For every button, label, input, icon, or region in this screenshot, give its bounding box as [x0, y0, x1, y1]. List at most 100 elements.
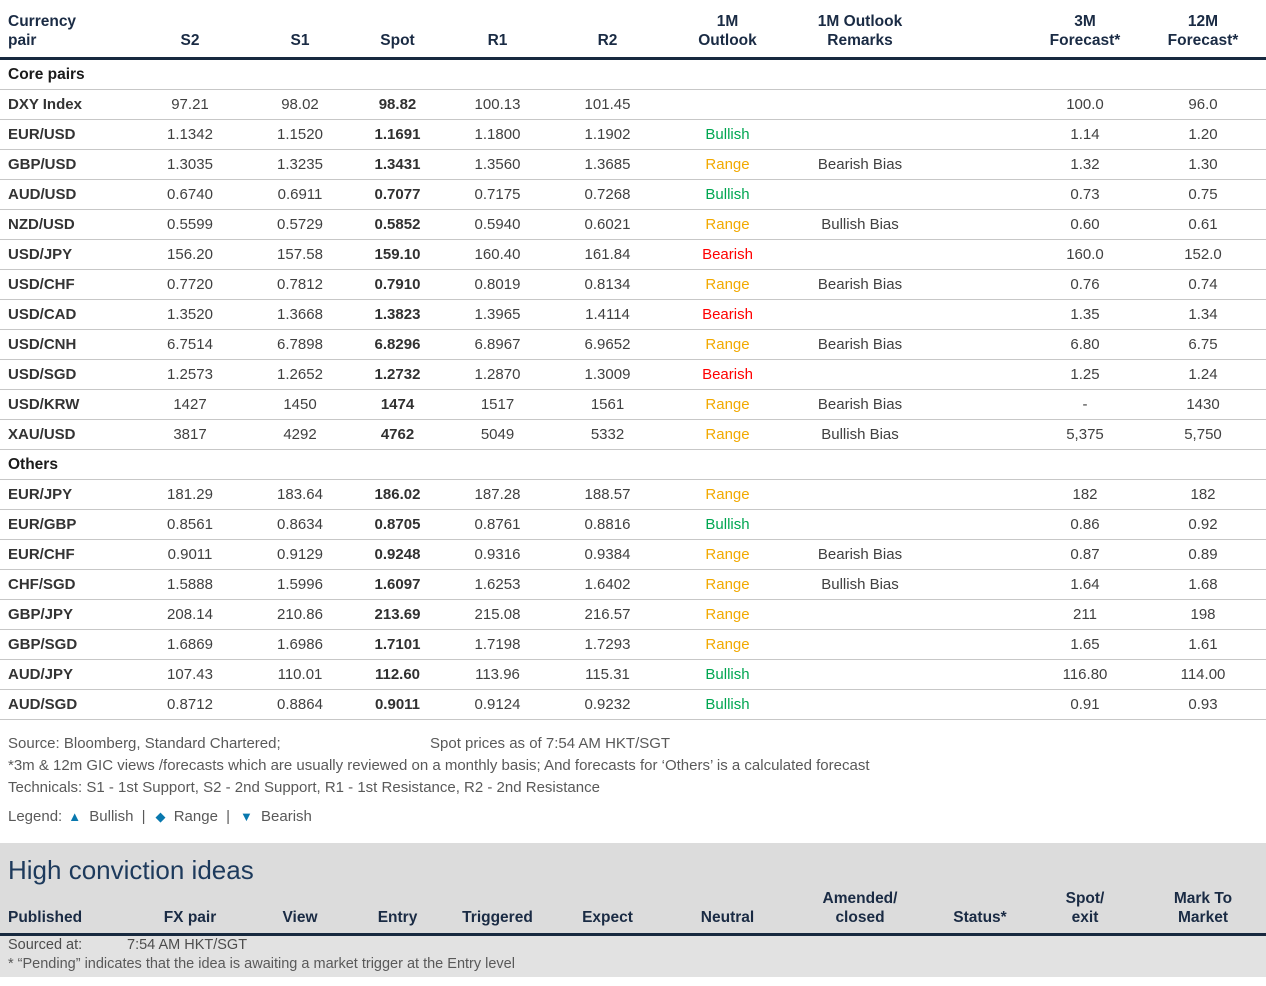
spot-cell: 186.02: [350, 479, 445, 510]
forecast-12m-cell: 0.92: [1140, 509, 1266, 540]
forecast-3m-cell: 1.35: [1030, 299, 1140, 330]
legend-separator: |: [137, 808, 146, 825]
fx-table-body: Core pairs DXY Index 97.21 98.02 98.82 100.13…: [0, 58, 1266, 720]
col-header-triggered: Triggered: [445, 887, 550, 936]
bearish-triangle-down-icon: ▼: [240, 809, 253, 824]
remarks-cell: Bullish Bias: [790, 419, 930, 450]
pair-cell: USD/SGD: [0, 359, 130, 390]
col-header-expect: Expect: [550, 887, 665, 936]
outlook-cell: Bullish: [665, 179, 790, 210]
col-header-published: Published: [0, 887, 130, 936]
forecast-3m-cell: 211: [1030, 599, 1140, 630]
outlook-cell: Bearish: [665, 299, 790, 330]
section-title: Others: [0, 449, 1266, 480]
spot-cell: 1.6097: [350, 569, 445, 600]
forecast-12m-cell: 1.30: [1140, 149, 1266, 180]
r1-cell: 160.40: [445, 239, 550, 270]
forecast-12m-cell: 0.61: [1140, 209, 1266, 240]
spacer-cell: [930, 389, 1030, 420]
r1-cell: 1.3560: [445, 149, 550, 180]
spot-cell: 1.7101: [350, 629, 445, 660]
s2-cell: 1427: [130, 389, 250, 420]
spot-cell: 0.7077: [350, 179, 445, 210]
r1-cell: 1.7198: [445, 629, 550, 660]
forecast-3m-cell: 0.86: [1030, 509, 1140, 540]
r1-cell: 1.1800: [445, 119, 550, 150]
col-header-mark-to-market: Mark To Market: [1140, 887, 1266, 936]
forecast-3m-cell: 1.65: [1030, 629, 1140, 660]
outlook-cell: Bullish: [665, 689, 790, 720]
outlook-cell: [665, 89, 790, 120]
forecast-3m-cell: 116.80: [1030, 659, 1140, 690]
remarks-cell: [790, 89, 930, 120]
pair-cell: USD/CNH: [0, 329, 130, 360]
col-header-spot-exit: Spot/exit: [1030, 887, 1140, 936]
spacer-cell: [930, 89, 1030, 120]
s1-cell: 4292: [250, 419, 350, 450]
legend-separator: |: [221, 808, 230, 825]
pair-cell: USD/KRW: [0, 389, 130, 420]
col-header-neutral: Neutral: [665, 887, 790, 936]
r2-cell: 5332: [550, 419, 665, 450]
spacer-cell: [930, 299, 1030, 330]
s1-cell: 210.86: [250, 599, 350, 630]
s1-cell: 110.01: [250, 659, 350, 690]
spot-cell: 0.7910: [350, 269, 445, 300]
footnotes: Source: Bloomberg, Standard Chartered; S…: [0, 720, 1266, 843]
outlook-cell: Range: [665, 629, 790, 660]
pair-cell: USD/CHF: [0, 269, 130, 300]
forecast-12m-cell: 0.75: [1140, 179, 1266, 210]
spacer-cell: [930, 539, 1030, 570]
s1-cell: 0.8864: [250, 689, 350, 720]
spot-cell: 4762: [350, 419, 445, 450]
r2-cell: 0.9232: [550, 689, 665, 720]
fx-table-row: EUR/USD 1.1342 1.1520 1.1691 1.1800 1.1902 Bul…: [0, 119, 1266, 150]
spacer-cell: [930, 269, 1030, 300]
s1-cell: 0.8634: [250, 509, 350, 540]
spacer-cell: [930, 239, 1030, 270]
spacer-cell: [930, 329, 1030, 360]
forecast-12m-cell: 1.24: [1140, 359, 1266, 390]
hci-header-row: Published FX pair View Entry Triggered Expect…: [0, 887, 1266, 936]
outlook-cell: Range: [665, 389, 790, 420]
forecast-note: *3m & 12m GIC views /forecasts which are…: [8, 757, 870, 774]
s2-cell: 181.29: [130, 479, 250, 510]
fx-table-row: USD/CNH 6.7514 6.7898 6.8296 6.8967 6.9652 Ran…: [0, 329, 1266, 360]
s1-cell: 6.7898: [250, 329, 350, 360]
fx-table-row: CHF/SGD 1.5888 1.5996 1.6097 1.6253 1.6402 Ran…: [0, 569, 1266, 600]
pending-note: * “Pending” indicates that the idea is a…: [8, 956, 515, 972]
technicals-note: Technicals: S1 - 1st Support, S2 - 2nd S…: [8, 779, 600, 796]
forecast-3m-cell: 1.32: [1030, 149, 1140, 180]
section-header-row: Others: [0, 449, 1266, 480]
pair-cell: EUR/CHF: [0, 539, 130, 570]
forecast-12m-cell: 6.75: [1140, 329, 1266, 360]
r2-cell: 1.1902: [550, 119, 665, 150]
high-conviction-title: High conviction ideas: [8, 855, 254, 885]
r1-cell: 113.96: [445, 659, 550, 690]
r2-cell: 1.3009: [550, 359, 665, 390]
outlook-cell: Range: [665, 329, 790, 360]
remarks-cell: Bearish Bias: [790, 149, 930, 180]
sourced-at-label: Sourced at:: [8, 937, 83, 953]
high-conviction-section: High conviction ideas Published FX pair Vi…: [0, 843, 1266, 977]
forecast-3m-cell: 0.76: [1030, 269, 1140, 300]
s1-cell: 183.64: [250, 479, 350, 510]
spot-cell: 1.3431: [350, 149, 445, 180]
r2-cell: 0.7268: [550, 179, 665, 210]
col-header-s1: S1: [250, 0, 350, 60]
r2-cell: 188.57: [550, 479, 665, 510]
legend-items: ▲ Bullish | ◆ Range | ▼ Bearish: [62, 808, 312, 825]
r1-cell: 1.3965: [445, 299, 550, 330]
remarks-cell: [790, 179, 930, 210]
fx-table-row: USD/CAD 1.3520 1.3668 1.3823 1.3965 1.4114 Bea…: [0, 299, 1266, 330]
pair-cell: AUD/SGD: [0, 689, 130, 720]
remarks-cell: Bearish Bias: [790, 269, 930, 300]
spot-cell: 98.82: [350, 89, 445, 120]
s1-cell: 1.6986: [250, 629, 350, 660]
fx-table-row: AUD/USD 0.6740 0.6911 0.7077 0.7175 0.7268 Bul…: [0, 179, 1266, 210]
forecast-3m-cell: 6.80: [1030, 329, 1140, 360]
col-header-1m-outlook: 1M Outlook: [665, 0, 790, 60]
fx-table-header: Currency pair S2 S1 Spot R1 R2 1M Outlook 1M Outl…: [0, 0, 1266, 60]
forecast-12m-cell: 114.00: [1140, 659, 1266, 690]
fx-table-row: NZD/USD 0.5599 0.5729 0.5852 0.5940 0.6021 Ran…: [0, 209, 1266, 240]
